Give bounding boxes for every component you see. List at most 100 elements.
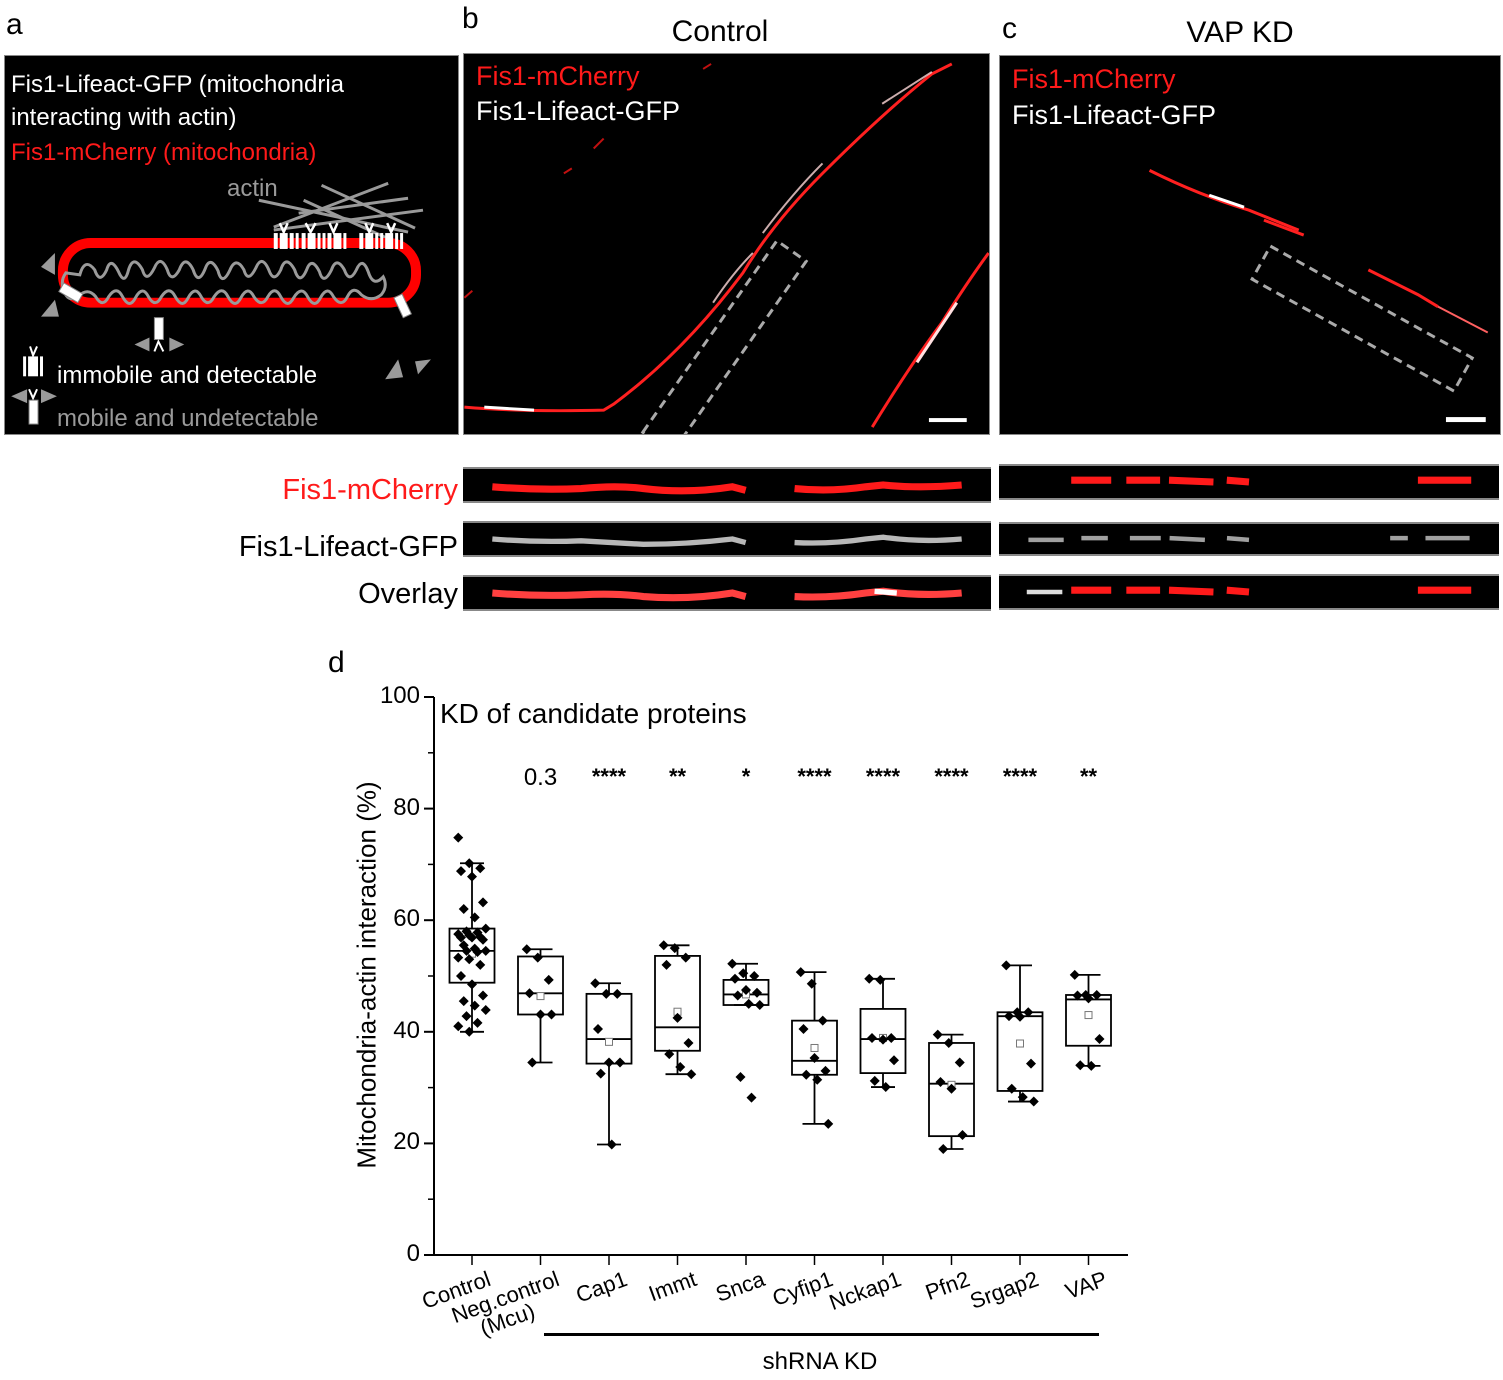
data-point [456,932,466,943]
data-point [801,1069,812,1080]
data-point [590,978,601,989]
actin-filaments-icon [258,181,424,242]
data-point [730,973,740,984]
panel-letter-b: b [462,2,479,35]
data-point [1026,1058,1036,1069]
data-point [732,990,743,1001]
data-point [469,912,480,923]
data-point [1069,969,1080,980]
vap-label-mcherry: Fis1-mCherry [1012,64,1176,94]
data-point [864,973,875,984]
data-point [867,1032,877,1043]
data-point [461,945,472,956]
vap-kd-micrograph-image [1148,169,1489,423]
data-point [478,934,488,945]
cristae-icon [60,259,387,305]
box-srgap2 [996,960,1044,1107]
vap-kd-micrograph: Fis1-mCherry Fis1-Lifeact-GFP [999,55,1501,435]
data-point [754,1000,765,1011]
data-point [795,967,806,978]
data-point [461,1011,472,1022]
scale-bar [1445,417,1486,423]
data-point [1083,993,1094,1004]
significance-label: * [741,764,751,789]
data-point [1086,1060,1097,1071]
data-point [820,1065,831,1076]
vap-kd-title: VAP KD [1186,16,1294,49]
data-point [823,1118,834,1129]
data-point [1028,1096,1039,1107]
strip-label-overlay: Overlay [358,578,458,610]
data-point [453,952,464,963]
data-point [817,1015,828,1026]
group-label: shRNA KD [762,1348,878,1375]
data-point [593,1024,603,1035]
mitochondria-schematic [11,181,431,425]
data-point [672,1012,683,1023]
box-nckap1 [859,973,907,1093]
strip-label-mcherry: Fis1-mCherry [282,474,458,506]
data-point [521,944,532,955]
box-snca [722,958,770,1103]
mobile-probes-icon [41,252,431,380]
data-point [480,923,491,934]
data-point [878,1034,888,1045]
data-point [456,866,466,877]
control-label-lifeact: Fis1-Lifeact-GFP [476,96,681,126]
data-point [738,968,749,979]
panel-letter-c: c [1002,12,1017,45]
data-point [480,1005,491,1016]
data-point [875,974,886,985]
group-underline [544,1333,1099,1336]
data-point [749,971,760,981]
data-point [1072,990,1083,1001]
panel-letter-d: d [328,646,345,679]
data-point [532,952,543,963]
data-point [658,940,669,951]
data-point [458,996,469,1007]
key-mobile-label: mobile and undetectable [57,405,319,432]
immobile-probes-icon [273,233,404,249]
data-point [527,1057,538,1068]
data-point [680,952,691,963]
data-point [464,858,475,869]
significance-label: ** [668,764,687,789]
data-point [458,904,469,915]
data-point [669,943,680,954]
data-point [467,871,477,882]
vap-strip-mcherry [999,464,1499,500]
data-point [1023,1007,1034,1018]
data-point [1001,960,1012,971]
data-point [480,945,491,956]
data-point [604,1057,614,1068]
data-point [869,1075,880,1086]
key-immobile-label: immobile and detectable [57,362,318,389]
schematic-legend-line3: Fis1-mCherry (mitochondria) [11,139,317,166]
box-neg-control-mcu- [517,944,564,1068]
data-point [943,1037,954,1048]
data-point [472,1017,483,1028]
control-strip-lifeact [463,521,991,557]
data-point [606,1139,617,1150]
data-point [1017,1092,1028,1103]
data-point [880,1082,891,1093]
significance-label: ** [1079,764,1098,789]
data-point [524,988,535,999]
schematic-panel: Fis1-Lifeact-GFP (mitochondria interacti… [4,55,459,435]
data-point [954,1057,965,1068]
data-point [675,1061,686,1072]
control-micrograph: Fis1-mCherry Fis1-Lifeact-GFP [463,53,990,435]
y-tick-label: 80 [393,793,420,821]
y-tick-label: 60 [393,905,420,933]
significance-label: 0.3 [523,764,558,791]
vap-strip-lifeact [999,522,1499,556]
data-point [727,958,738,969]
panel-letter-a: a [6,8,23,41]
data-point [1094,1034,1105,1045]
data-point [1091,989,1102,1000]
box-immt [654,940,701,1080]
data-point [601,988,612,999]
box-cyfip1 [791,967,838,1129]
data-point [472,947,483,958]
